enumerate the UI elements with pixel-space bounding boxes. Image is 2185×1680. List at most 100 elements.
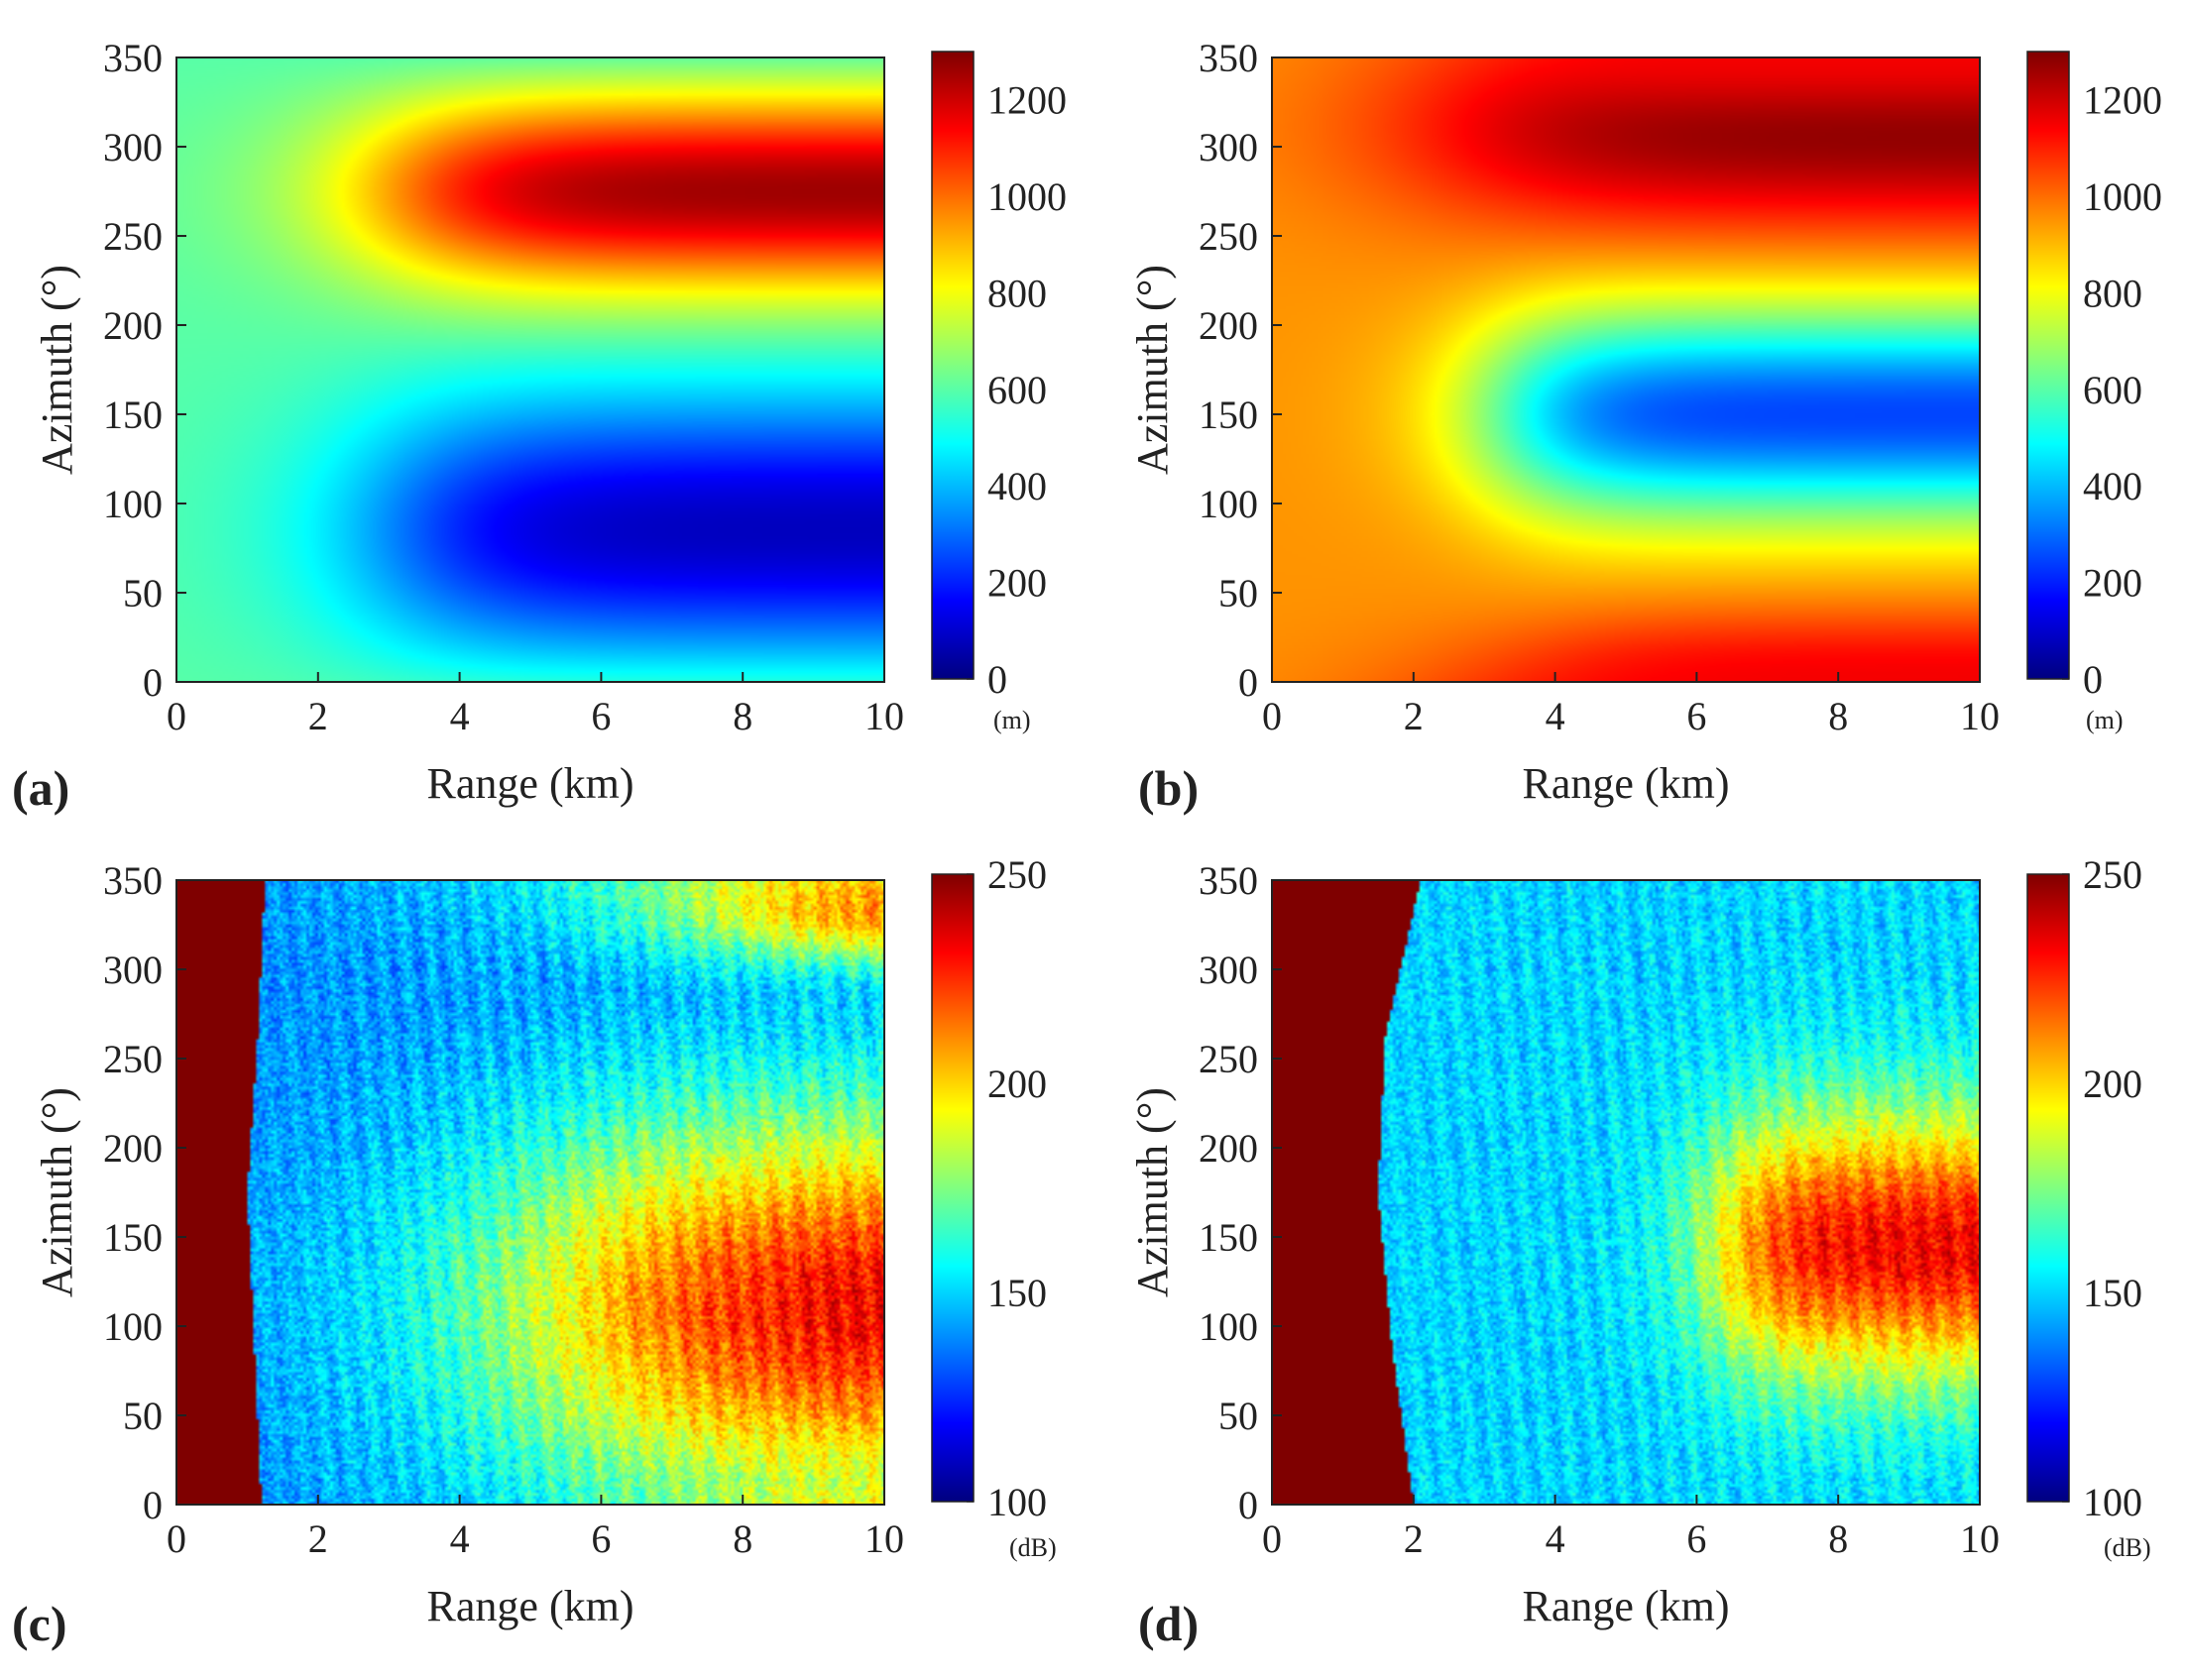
y-axis-label-c: Azimuth (°) [33,1087,81,1297]
heatmap-c [176,880,884,1505]
colorbar-b [2026,51,2070,680]
y-tick-label-d-2: 100 [1199,1304,1258,1349]
x-tick-label-d-4: 8 [1828,1516,1848,1561]
y-tick-label-c-7: 350 [103,858,163,903]
y-tick-label-b-7: 350 [1199,36,1258,80]
x-tick-label-a-4: 8 [733,694,752,738]
plot-frame-b [1271,56,1981,683]
y-axis-label-a: Azimuth (°) [33,265,81,475]
x-tick-label-c-4: 8 [733,1516,752,1561]
x-tick-label-a-0: 0 [167,694,186,738]
panel-c: 0 2 4 6 8 10050100150200250300350100150200250… [12,852,1057,1651]
y-tick-label-c-2: 100 [103,1304,163,1349]
y-tick-label-d-6: 300 [1199,948,1258,992]
y-tick-label-c-4: 200 [103,1126,163,1171]
x-tick-label-d-2: 4 [1546,1516,1565,1561]
y-tick-label-a-5: 250 [103,214,163,259]
y-tick-label-a-4: 200 [103,303,163,348]
colorbar-c [931,873,975,1503]
colorbar-a [931,51,975,680]
y-tick-label-c-0: 0 [143,1483,163,1527]
colorbar-tick-label-c-1: 150 [987,1271,1047,1315]
y-tick-label-c-3: 150 [103,1215,163,1260]
x-tick-label-d-0: 0 [1262,1516,1282,1561]
panel-label-d: (d) [1138,1596,1199,1651]
colorbar-tick-label-a-4: 800 [987,271,1047,315]
colorbar-tick-label-a-0: 0 [987,657,1007,702]
colorbar-tick-label-b-6: 1200 [2083,78,2162,123]
x-tick-label-b-4: 8 [1828,694,1848,738]
colorbar-unit-d: (dB) [2104,1533,2151,1562]
colorbar-tick-label-b-2: 400 [2083,464,2142,508]
x-axis-label-b: Range (km) [1523,759,1730,808]
y-tick-label-d-7: 350 [1199,858,1258,903]
heatmap-d [1272,880,1980,1505]
plot-frame-a [175,56,885,683]
x-tick-label-b-1: 2 [1404,694,1424,738]
x-tick-label-a-3: 6 [591,694,611,738]
colorbar-tick-label-a-3: 600 [987,368,1047,412]
y-tick-label-b-2: 100 [1199,482,1258,526]
y-tick-label-a-1: 50 [123,571,163,616]
x-tick-label-d-5: 10 [1960,1516,2000,1561]
x-tick-label-c-5: 10 [864,1516,904,1561]
x-tick-label-c-1: 2 [308,1516,328,1561]
colorbar-tick-label-b-4: 800 [2083,271,2142,315]
y-tick-label-d-4: 200 [1199,1126,1258,1171]
x-axis-label-a: Range (km) [427,759,634,808]
x-tick-label-c-3: 6 [591,1516,611,1561]
colorbar-tick-label-a-5: 1000 [987,174,1067,219]
y-tick-label-b-6: 300 [1199,125,1258,169]
y-tick-label-a-2: 100 [103,482,163,526]
y-tick-label-d-5: 250 [1199,1037,1258,1081]
colorbar-d [2026,873,2070,1503]
y-tick-label-a-7: 350 [103,36,163,80]
x-axis-label-c: Range (km) [427,1582,634,1630]
colorbar-tick-label-d-0: 100 [2083,1480,2142,1524]
y-axis-label-b: Azimuth (°) [1128,265,1177,475]
colorbar-tick-label-a-6: 1200 [987,78,1067,123]
colorbar-tick-label-b-5: 1000 [2083,174,2162,219]
plot-frame-c [175,879,885,1506]
colorbar-tick-label-b-0: 0 [2083,657,2103,702]
panel-label-a: (a) [12,760,69,816]
plot-frame-d [1271,879,1981,1506]
y-tick-label-a-3: 150 [103,392,163,437]
x-tick-label-b-0: 0 [1262,694,1282,738]
x-tick-label-d-1: 2 [1404,1516,1424,1561]
colorbar-tick-label-d-1: 150 [2083,1271,2142,1315]
y-tick-label-d-1: 50 [1218,1394,1258,1438]
x-tick-label-a-2: 4 [450,694,470,738]
colorbar-tick-label-c-2: 200 [987,1062,1047,1106]
panel-a: 0 2 4 6 8 10050100150200250300350020040060080… [12,36,1067,816]
y-axis-label-d: Azimuth (°) [1128,1087,1177,1297]
y-tick-label-c-6: 300 [103,948,163,992]
y-tick-label-a-0: 0 [143,660,163,705]
x-tick-label-c-2: 4 [450,1516,470,1561]
colorbar-tick-label-b-3: 600 [2083,368,2142,412]
heatmap-b [1272,57,1980,682]
y-tick-label-d-0: 0 [1238,1483,1258,1527]
x-tick-label-a-1: 2 [308,694,328,738]
colorbar-unit-b: (m) [2086,706,2124,734]
x-tick-label-c-0: 0 [167,1516,186,1561]
colorbar-tick-label-c-0: 100 [987,1480,1047,1524]
panel-label-b: (b) [1138,760,1199,816]
colorbar-tick-label-b-1: 200 [2083,561,2142,606]
y-tick-label-c-1: 50 [123,1394,163,1438]
y-tick-label-d-3: 150 [1199,1215,1258,1260]
colorbar-tick-label-d-3: 250 [2083,852,2142,897]
heatmap-a [176,57,884,682]
y-tick-label-b-1: 50 [1218,571,1258,616]
x-tick-label-a-5: 10 [864,694,904,738]
colorbar-unit-c: (dB) [1009,1533,1057,1562]
x-axis-label-d: Range (km) [1523,1582,1730,1630]
colorbar-tick-label-a-1: 200 [987,561,1047,606]
x-tick-label-d-3: 6 [1686,1516,1706,1561]
y-tick-label-b-5: 250 [1199,214,1258,259]
colorbar-unit-a: (m) [993,706,1031,734]
x-tick-label-b-3: 6 [1686,694,1706,738]
y-tick-label-b-4: 200 [1199,303,1258,348]
y-tick-label-b-0: 0 [1238,660,1258,705]
